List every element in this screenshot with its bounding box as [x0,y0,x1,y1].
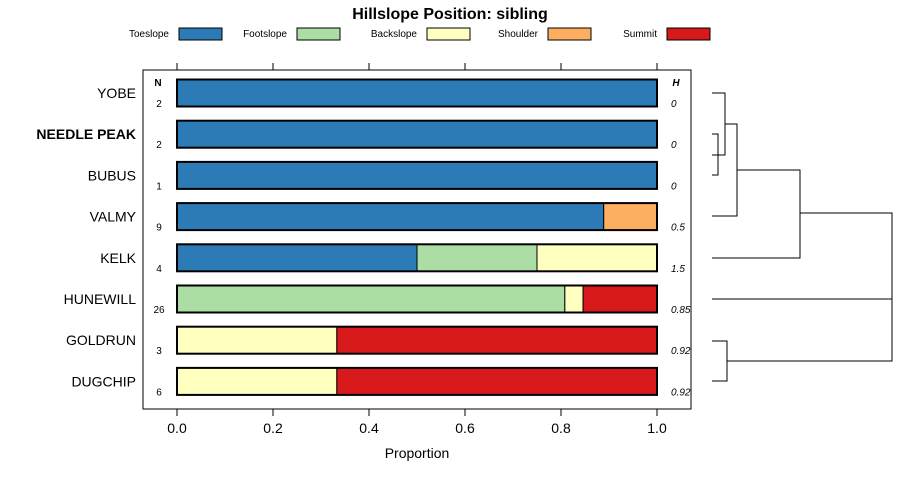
legend: Toeslope Footslope Backslope Shoulder Summit [129,27,711,41]
x-tick-label: 0.2 [263,420,283,436]
dendro-branch [712,169,801,259]
x-tick-label: 0.8 [551,420,571,436]
x-axis-label: Proportion [385,445,450,461]
h-value-yobe: 0 [671,99,677,110]
bar-segment-valmy-shoulder [603,202,658,231]
bar-segment-hunewill-footslope [176,285,566,313]
bar-segment-needle-peak-toeslope [176,120,658,149]
dendrogram [712,92,893,382]
bar-outline-kelk [176,243,658,273]
bars-group: YOBE 2 0 NEEDLE PEAK 2 0 BUBUS 1 0 VALMY 9 0.5 KELK 4… [36,78,691,398]
category-label-bubus: BUBUS [88,167,136,183]
legend-label-footslope: Footslope [243,29,287,40]
bar-outline-bubus [176,160,658,190]
bar-segment-kelk-toeslope [176,243,418,272]
bar-segment-yobe-toeslope [176,79,658,107]
category-label-valmy: VALMY [90,209,137,225]
legend-label-toeslope: Toeslope [129,29,169,40]
legend-swatch-toeslope [178,27,223,41]
n-value-valmy: 9 [156,223,162,234]
legend-label-shoulder: Shoulder [498,29,539,40]
category-label-goldrun: GOLDRUN [66,332,136,348]
n-value-goldrun: 3 [156,346,162,357]
bar-segment-goldrun-backslope [176,326,338,355]
legend-swatch-summit [666,27,711,41]
x-axis: 0.0 0.2 0.4 0.6 0.8 1.0 [167,63,667,436]
plot-frame [142,69,692,410]
bar-segment-bubus-toeslope [176,161,658,190]
bar-outline-yobe [176,78,658,108]
bar-segment-valmy-toeslope [176,202,605,231]
x-tick-label: 0.6 [455,420,475,436]
legend-label-summit: Summit [623,29,657,40]
bar-outline-needle-peak [176,119,658,149]
n-value-kelk: 4 [156,264,162,275]
bar-segment-kelk-footslope [416,243,538,272]
bar-outline-goldrun [176,325,658,355]
x-tick-label: 0.0 [167,420,187,436]
bar-segment-hunewill-backslope [564,285,584,313]
legend-swatch-backslope [426,27,471,41]
category-label-yobe: YOBE [97,85,136,101]
bar-outline-hunewill [176,284,658,314]
category-label-dugchip: DUGCHIP [71,373,136,389]
bar-segment-dugchip-backslope [176,367,338,396]
bar-outline-dugchip [176,366,658,396]
n-value-needle-peak: 2 [156,140,162,151]
n-header: N [154,78,161,89]
h-value-dugchip: 0.92 [671,387,691,398]
h-value-hunewill: 0.85 [671,305,691,316]
bar-outline-valmy [176,202,658,232]
bar-segment-dugchip-summit [336,367,658,396]
category-label-needle-peak: NEEDLE PEAK [36,126,136,142]
h-value-bubus: 0 [671,181,677,192]
legend-swatch-footslope [296,27,341,41]
category-label-kelk: KELK [100,250,136,266]
h-value-valmy: 0.5 [671,223,685,234]
n-value-dugchip: 6 [156,387,162,398]
h-value-needle-peak: 0 [671,140,677,151]
x-tick-label: 0.4 [359,420,379,436]
n-value-bubus: 1 [156,181,162,192]
bar-segment-goldrun-summit [336,326,658,355]
h-value-kelk: 1.5 [671,264,685,275]
dendro-branch [712,340,728,382]
chart-title: Hillslope Position: sibling [352,6,548,23]
legend-swatch-shoulder [547,27,592,41]
h-value-goldrun: 0.92 [671,346,691,357]
n-value-yobe: 2 [156,99,162,110]
h-header: H [672,78,680,89]
x-tick-label: 1.0 [647,420,667,436]
bar-segment-hunewill-summit [582,285,658,313]
n-value-hunewill: 26 [153,305,165,316]
dendro-branch [727,212,893,362]
category-label-hunewill: HUNEWILL [64,291,137,307]
legend-label-backslope: Backslope [371,29,418,40]
bar-segment-kelk-backslope [536,243,658,272]
